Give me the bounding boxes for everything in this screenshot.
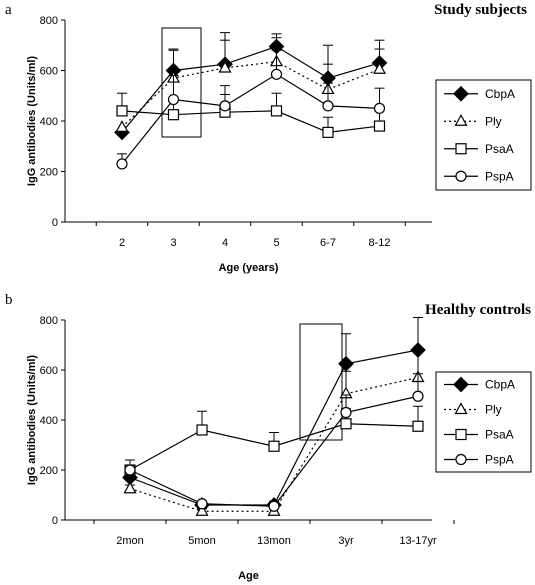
y-tick-label: 800 xyxy=(40,315,58,327)
data-point xyxy=(373,102,386,114)
series-line-cbpa xyxy=(129,349,419,506)
legend-label: CbpA xyxy=(485,87,515,101)
y-tick-label: 200 xyxy=(40,167,58,179)
series-cbpa xyxy=(122,317,426,513)
chart-panel-b: b Healthy controls 0 200 400 600 800 2mon 5mon 13… xyxy=(5,292,532,582)
data-point xyxy=(372,61,387,74)
panel-label: b xyxy=(5,292,13,308)
series-cbpa xyxy=(114,32,388,141)
x-tick-label: 6-7 xyxy=(320,237,336,249)
legend-box xyxy=(435,79,532,191)
series-psaa xyxy=(124,405,424,476)
y-axis-title: IgG antibodies (Units/ml) xyxy=(26,355,38,486)
series-psaa xyxy=(116,92,386,138)
x-tick-label: 2mon xyxy=(116,535,144,547)
legend-marker xyxy=(453,85,469,102)
data-point xyxy=(412,390,424,402)
data-point xyxy=(219,100,231,112)
series-line-pspa xyxy=(121,73,380,165)
legend-marker xyxy=(454,402,468,415)
panel-title: Healthy controls xyxy=(425,302,531,318)
x-tick-label: 5 xyxy=(273,237,279,249)
legend-label: PspA xyxy=(485,169,514,183)
legend-label: Ply xyxy=(485,114,502,128)
data-point xyxy=(167,109,180,121)
legend-marker xyxy=(455,453,467,466)
x-tick-label: 5mon xyxy=(188,535,216,547)
data-point xyxy=(373,120,386,132)
highlight-box xyxy=(161,27,202,138)
x-axis-title: Age (years) xyxy=(219,262,279,274)
x-tick-label: 2 xyxy=(119,237,125,249)
y-tick-label: 800 xyxy=(40,15,58,27)
legend-marker xyxy=(454,114,468,126)
legend-marker xyxy=(455,428,467,441)
legend-label: PspA xyxy=(485,453,514,467)
data-point xyxy=(123,481,137,494)
highlight-box xyxy=(299,323,343,441)
data-point xyxy=(268,500,280,512)
data-point xyxy=(195,504,209,516)
x-tick-label: 3 xyxy=(170,237,176,249)
data-point xyxy=(268,440,280,452)
data-point xyxy=(124,464,136,476)
data-point xyxy=(270,105,283,117)
legend-marker xyxy=(453,376,469,393)
y-tick-label: 0 xyxy=(52,217,58,229)
legend-label: PsaA xyxy=(485,428,514,442)
legend-label: CbpA xyxy=(485,378,515,392)
series-ply xyxy=(115,37,387,132)
series-pspa xyxy=(124,373,424,512)
y-tick-label: 400 xyxy=(40,116,58,128)
y-tick-label: 600 xyxy=(40,66,58,78)
legend: CbpA Ply PsaA PspA xyxy=(435,371,532,473)
series-pspa xyxy=(116,49,386,170)
legend-box xyxy=(435,371,532,473)
data-point xyxy=(340,418,352,430)
y-tick-label: 400 xyxy=(40,415,58,427)
data-point xyxy=(270,68,283,80)
x-tick-label: 13mon xyxy=(257,535,291,547)
legend: CbpA Ply PsaA PspA xyxy=(435,79,532,191)
data-point xyxy=(322,126,334,138)
data-point xyxy=(115,120,129,132)
legend-marker xyxy=(455,143,467,155)
legend-label: PsaA xyxy=(485,142,514,156)
data-point xyxy=(196,498,208,510)
data-point xyxy=(167,93,180,106)
data-point xyxy=(412,420,424,432)
series-line-ply xyxy=(129,376,419,512)
y-tick-label: 200 xyxy=(40,465,58,477)
legend-label: Ply xyxy=(485,403,502,417)
legend-marker xyxy=(455,170,467,182)
data-point xyxy=(196,424,208,436)
chart-panel-a: a Study subjects 0 200 400 600 800 2 3 4 5 6-7 8-12 A… xyxy=(5,2,532,274)
data-point xyxy=(340,406,352,419)
data-point xyxy=(322,100,334,112)
y-tick-label: 600 xyxy=(40,365,58,377)
data-point xyxy=(338,355,354,372)
series-line-psaa xyxy=(121,110,380,133)
data-point xyxy=(116,158,128,170)
series-line-ply xyxy=(121,61,380,128)
x-tick-label: 4 xyxy=(222,237,228,249)
x-tick-label: 8-12 xyxy=(368,237,390,249)
y-axis-title: IgG antibodies (Units/ml) xyxy=(26,56,38,187)
series-line-cbpa xyxy=(121,45,380,133)
x-tick-label: 3yr xyxy=(338,535,354,547)
data-point xyxy=(218,60,232,73)
panel-title: Study subjects xyxy=(434,2,527,18)
panel-label: a xyxy=(5,2,12,18)
x-tick-label: 13-17yr xyxy=(399,535,437,547)
y-tick-label: 0 xyxy=(52,515,58,527)
x-axis-title: Age xyxy=(238,570,259,582)
data-point xyxy=(116,105,128,117)
